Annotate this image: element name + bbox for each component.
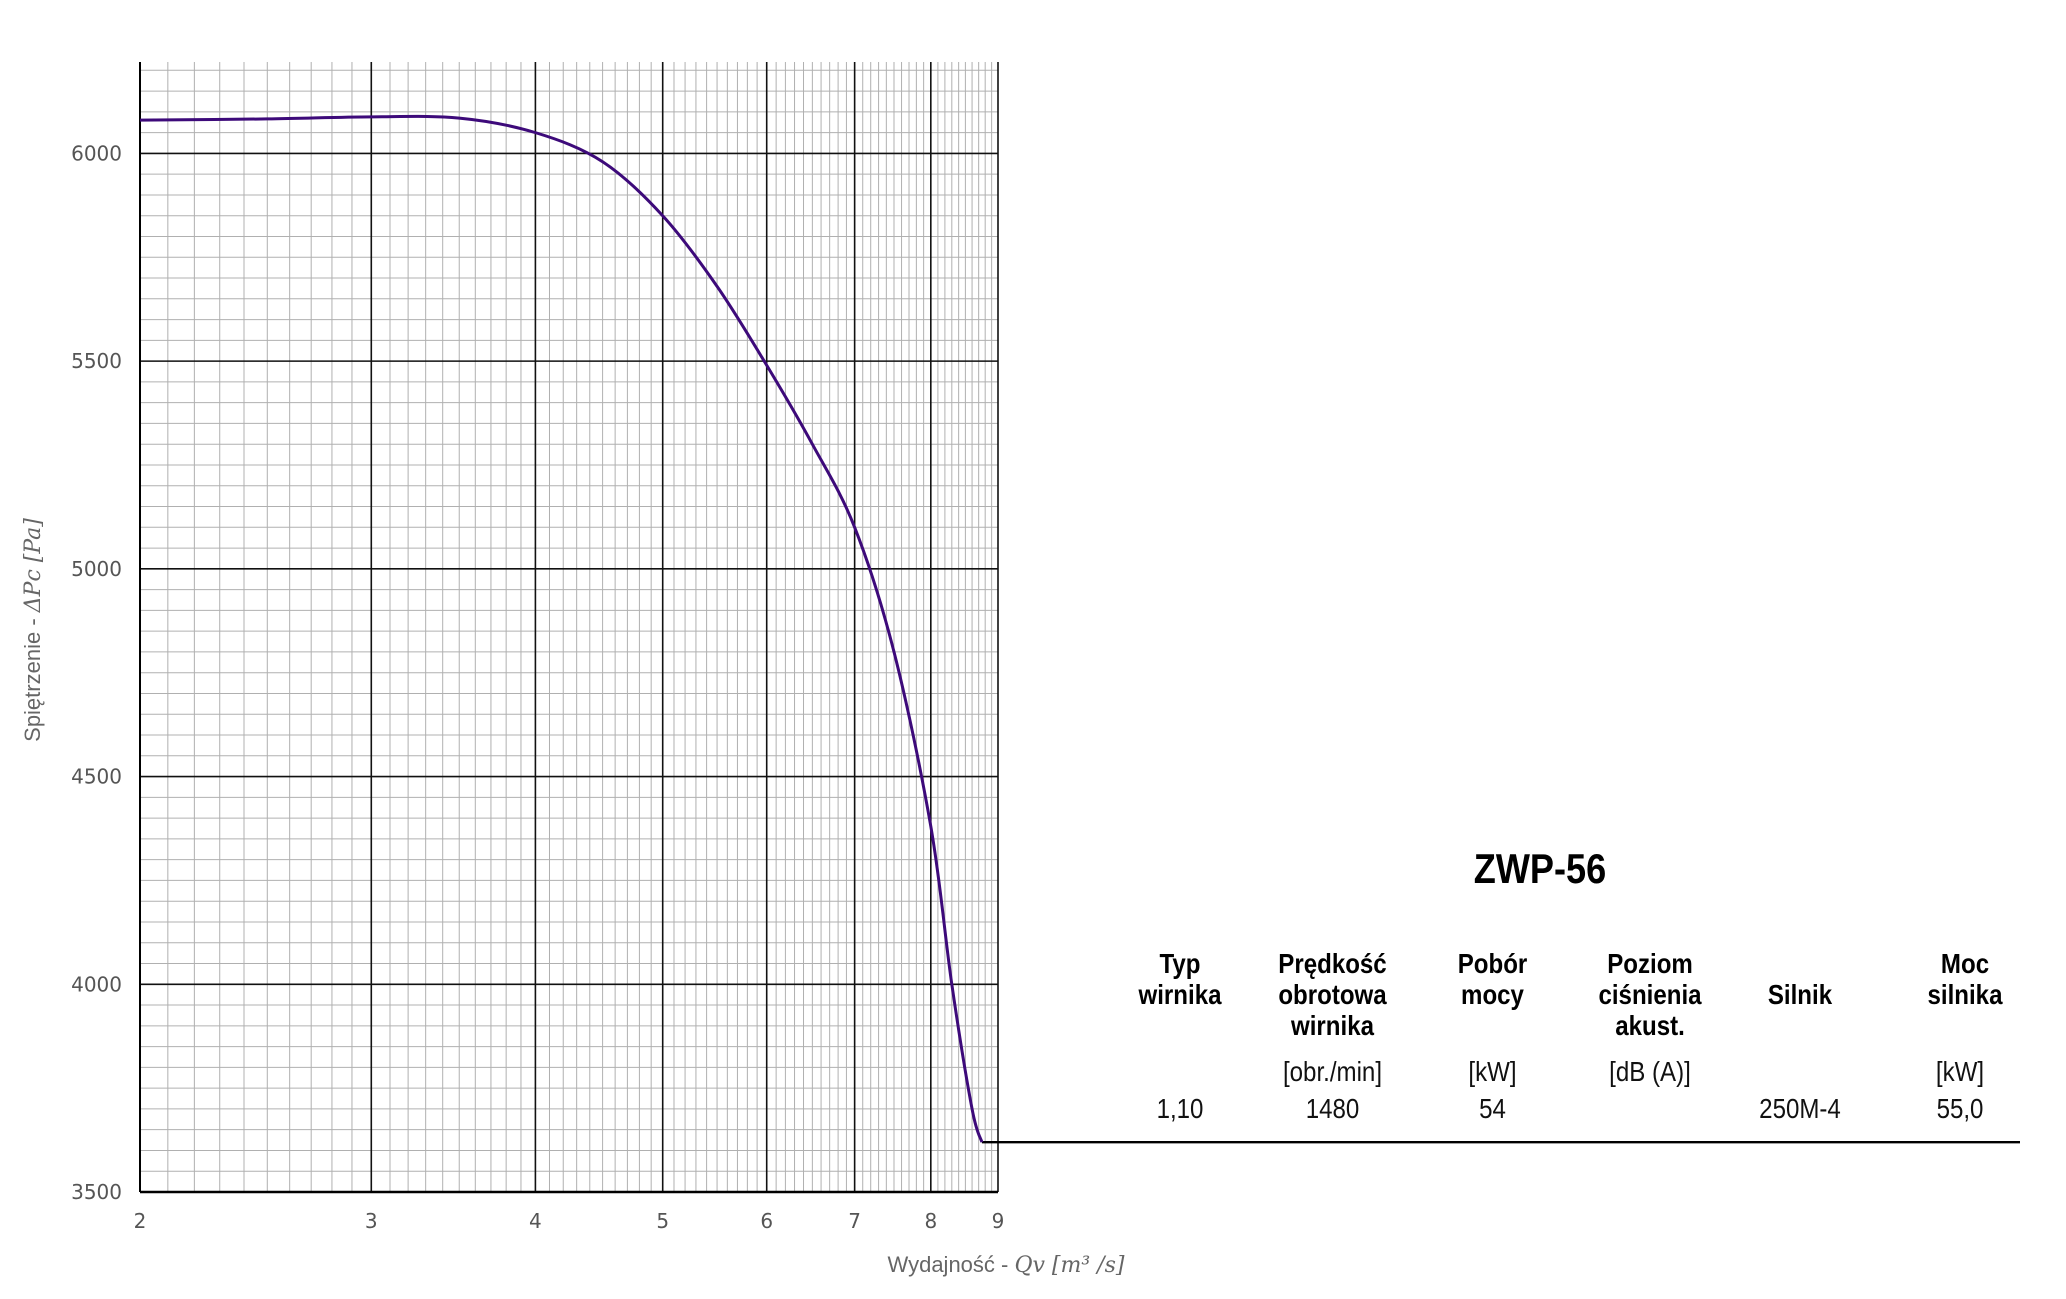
x-tick-label: 4 [529, 1209, 542, 1233]
unit-pobor-mocy: [kW] [1468, 1056, 1517, 1087]
x-tick-label: 2 [134, 1209, 147, 1233]
y-axis-label-math: ΔPc [Pa] [21, 518, 46, 614]
value-pobor-mocy: 54 [1479, 1093, 1506, 1124]
unit-moc-silnika: [kW] [1935, 1056, 1985, 1087]
header-typ-wirnika: Typ wirnika [1138, 948, 1222, 1010]
value-predkosc: 1480 [1305, 1093, 1360, 1124]
x-tick-label: 7 [848, 1209, 861, 1233]
header-poziom-cisnienia: Poziom ciśnienia akust. [1598, 948, 1702, 1041]
x-tick-label: 6 [760, 1209, 773, 1233]
value-silnik: 250M-4 [1759, 1093, 1841, 1124]
model-title: ZWP-56 [1473, 845, 1607, 892]
y-axis-label: Spiętrzenie - ΔPc [Pa] [20, 518, 46, 742]
axes [139, 62, 2020, 1194]
value-moc-silnika: 55,0 [1936, 1093, 1984, 1124]
y-tick-label: 6000 [71, 141, 122, 165]
x-axis-label-text: Wydajność - [888, 1252, 1015, 1277]
header-moc-silnika: Moc silnika [1927, 948, 2003, 1010]
series-group [139, 114, 984, 1143]
tick-labels: 2 3 4 5 6 7 8 9 3500 4000 4500 5000 5500 6000 [71, 141, 1004, 1233]
y-axis-label-text: Spiętrzenie - [20, 612, 45, 742]
minor-gridlines [140, 62, 998, 1192]
x-tick-label: 9 [992, 1209, 1005, 1233]
x-axis-label: Wydajność - Qv [m³ /s] [888, 1252, 1125, 1278]
performance-curve [139, 114, 984, 1143]
y-tick-label: 3500 [71, 1180, 122, 1204]
header-pobor-mocy: Pobór mocy [1457, 948, 1528, 1010]
major-gridlines [139, 62, 999, 1193]
y-tick-label: 4500 [71, 765, 122, 789]
x-tick-label: 8 [924, 1209, 937, 1233]
header-predkosc: Prędkość obrotowa wirnika [1278, 948, 1387, 1041]
y-tick-label: 5500 [71, 349, 122, 373]
x-axis-label-math: Qv [m³ /s] [1014, 1253, 1124, 1278]
header-silnik: Silnik [1767, 979, 1833, 1010]
y-tick-label: 5000 [71, 557, 122, 581]
x-tick-label: 5 [656, 1209, 669, 1233]
unit-poziom-cisnienia: [dB (A)] [1609, 1056, 1691, 1087]
x-tick-label: 3 [365, 1209, 378, 1233]
y-tick-label: 4000 [71, 972, 122, 996]
value-typ-wirnika: 1,10 [1156, 1093, 1204, 1124]
unit-predkosc: [obr./min] [1282, 1056, 1383, 1087]
